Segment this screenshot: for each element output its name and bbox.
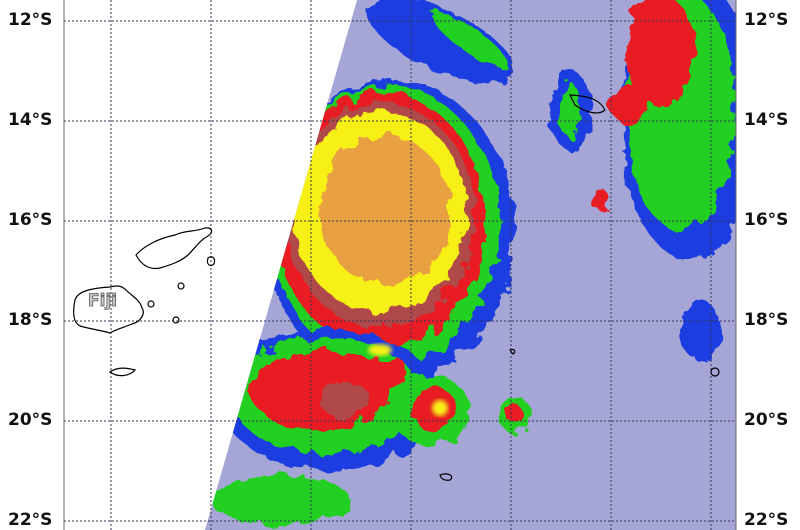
lat-label-right-14s: 14°S [744,110,789,130]
satellite-swath [205,0,736,530]
lat-label-left-18s: 18°S [8,310,53,330]
lat-label-right-16s: 16°S [744,210,789,230]
lat-label-right-22s: 22°S [744,510,789,530]
lat-label-right-18s: 18°S [744,310,789,330]
lat-lon-grid [64,0,736,530]
lat-label-left-20s: 20°S [8,410,53,430]
lat-label-left-12s: 12°S [8,10,53,30]
lat-label-right-12s: 12°S [744,10,789,30]
lat-label-left-16s: 16°S [8,210,53,230]
fiji-coastlines [72,94,720,481]
lat-label-right-20s: 20°S [744,410,789,430]
fiji-label: Fiji [88,291,117,311]
lat-label-left-14s: 14°S [8,110,53,130]
lat-label-left-22s: 22°S [8,510,53,530]
